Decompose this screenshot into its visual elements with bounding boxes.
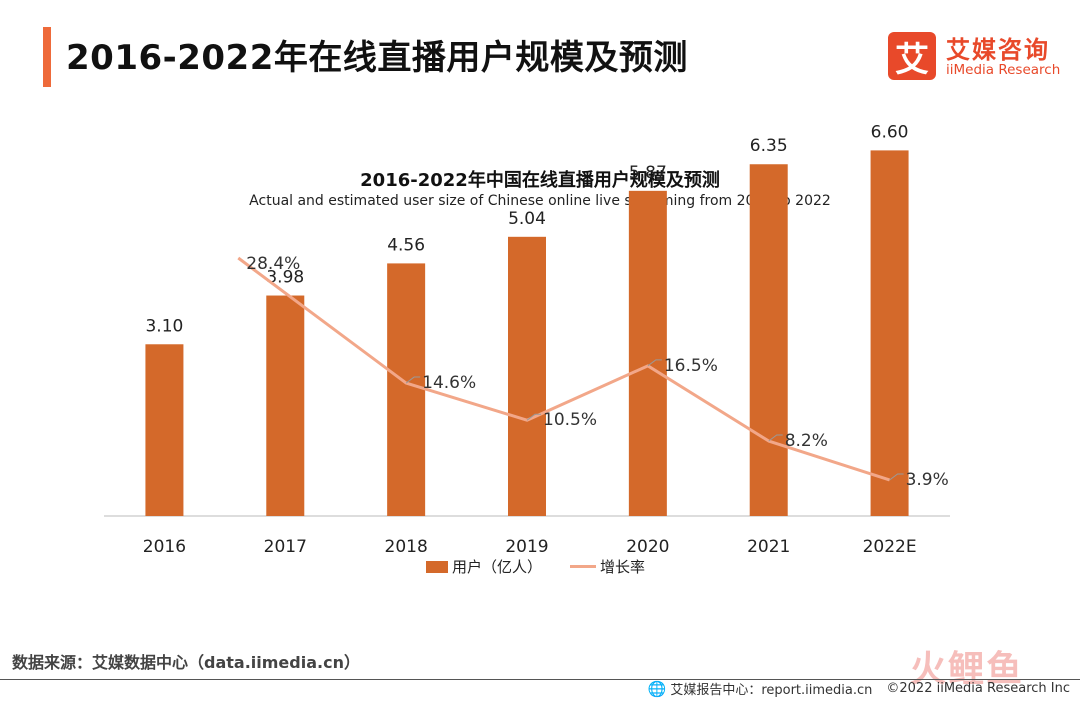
growth-leader-2020 — [647, 359, 662, 367]
x-tick-2018: 2018 — [385, 537, 428, 557]
data-source: 数据来源：艾媒数据中心（data.iimedia.cn） — [12, 653, 360, 672]
bar-label-2016: 3.10 — [145, 316, 183, 336]
copyright: ©2022 iiMedia Research Inc — [886, 681, 1070, 696]
growth-rate-line — [237, 256, 891, 482]
legend-swatch-growth — [570, 565, 597, 568]
bar-label-2020: 5.87 — [629, 163, 667, 183]
growth-leader-2022E — [889, 473, 904, 481]
bar-label-2018: 4.56 — [387, 235, 425, 255]
report-center: 艾媒报告中心：report.iimedia.cn — [670, 683, 873, 698]
title-accent-bar — [43, 27, 51, 87]
footer-divider — [0, 679, 1080, 680]
growth-leader-2018 — [405, 376, 421, 384]
chart-legend: 用户（亿人） 增长率 — [426, 556, 645, 577]
growth-label-2018: 14.6% — [422, 373, 476, 393]
logo-mark: 艾 — [888, 32, 936, 80]
x-tick-2022E: 2022E — [863, 537, 917, 557]
page-title: 2016-2022年在线直播用户规模及预测 — [66, 38, 688, 78]
growth-leader-2021 — [768, 434, 783, 442]
legend-label-users: 用户（亿人） — [452, 558, 543, 576]
chart-subtitle: Actual and estimated user size of Chines… — [249, 193, 831, 209]
bar-2016 — [145, 344, 184, 516]
bar-label-2019: 5.04 — [508, 209, 546, 229]
iimedia-logo: 艾 艾媒咨询 iiMedia Research — [888, 32, 1066, 82]
bar-2019 — [508, 236, 546, 516]
watermark: 火鲤鱼 — [910, 649, 1025, 690]
bar-label-2022E: 6.60 — [871, 122, 909, 142]
footer: 🌐 艾媒报告中心：report.iimedia.cn ©2022 iiMedia… — [647, 679, 1070, 699]
growth-label-2021: 8.2% — [785, 431, 828, 451]
globe-icon: 🌐 — [647, 679, 667, 698]
bar-2017 — [266, 295, 305, 516]
x-tick-2020: 2020 — [626, 537, 669, 557]
growth-label-2020: 16.5% — [664, 356, 718, 376]
growth-leader-2019 — [526, 413, 541, 421]
bar-2022E — [870, 150, 909, 517]
bar-label-2017: 3.98 — [266, 268, 304, 288]
growth-label-2017: 28.4% — [246, 254, 300, 274]
logo-name-cn: 艾媒咨询 — [946, 36, 1050, 64]
x-tick-2019: 2019 — [505, 537, 548, 557]
legend-label-growth: 增长率 — [600, 558, 646, 576]
bar-label-2021: 6.35 — [750, 136, 788, 156]
legend-swatch-users — [426, 560, 448, 573]
bar-2021 — [749, 164, 788, 517]
growth-label-2019: 10.5% — [543, 410, 597, 430]
x-tick-2017: 2017 — [264, 537, 307, 557]
bar-2018 — [387, 263, 426, 516]
x-tick-2016: 2016 — [143, 537, 186, 557]
chart-title: 2016-2022年中国在线直播用户规模及预测 — [360, 170, 720, 191]
x-tick-2021: 2021 — [747, 537, 790, 557]
logo-name-en: iiMedia Research — [946, 62, 1061, 78]
growth-label-2022E: 3.9% — [906, 470, 949, 490]
bar-2020 — [628, 190, 667, 517]
